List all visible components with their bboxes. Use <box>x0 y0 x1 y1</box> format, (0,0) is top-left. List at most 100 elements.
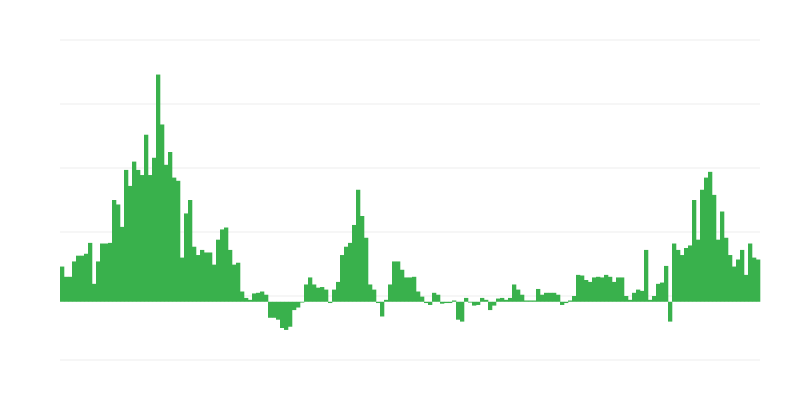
bar <box>320 287 325 302</box>
bar <box>580 275 585 302</box>
bar <box>96 261 101 302</box>
bar <box>112 200 117 302</box>
bar <box>524 300 529 302</box>
bar <box>756 259 761 302</box>
bar <box>592 277 597 302</box>
bar <box>364 237 369 302</box>
bar <box>460 301 465 322</box>
bar <box>728 255 733 302</box>
bar <box>532 300 537 302</box>
bar <box>624 296 629 302</box>
bar <box>432 292 437 302</box>
bar <box>160 124 165 302</box>
bar <box>640 290 645 302</box>
bar <box>668 301 673 322</box>
bar <box>500 297 505 302</box>
bar <box>736 259 741 302</box>
bar <box>268 301 273 318</box>
bar <box>328 301 333 304</box>
bar <box>144 134 149 302</box>
bar <box>296 301 301 308</box>
bar <box>176 180 181 302</box>
bar <box>84 253 89 302</box>
bar <box>76 255 81 302</box>
bar <box>212 264 217 302</box>
bar <box>484 299 489 302</box>
bar <box>412 276 417 302</box>
bar <box>260 291 265 302</box>
bar <box>464 297 469 302</box>
bar <box>568 300 573 302</box>
bar <box>380 301 385 317</box>
bar <box>404 277 409 302</box>
bar <box>556 294 561 302</box>
bar <box>92 283 97 302</box>
bar <box>740 249 745 302</box>
bar <box>508 297 513 302</box>
bar <box>204 252 209 302</box>
bar <box>724 237 729 302</box>
bar <box>316 287 321 302</box>
bar <box>140 175 145 302</box>
bar <box>256 292 261 302</box>
bar <box>232 264 237 302</box>
bar <box>240 291 245 302</box>
bar <box>560 301 565 305</box>
bar <box>336 281 341 302</box>
bar <box>512 284 517 302</box>
bar <box>376 301 381 304</box>
bar <box>312 284 317 302</box>
bar <box>616 277 621 302</box>
bar <box>632 292 637 302</box>
bar <box>388 284 393 302</box>
bar <box>648 299 653 302</box>
bar <box>548 292 553 302</box>
bar <box>448 301 453 304</box>
bar <box>476 301 481 305</box>
bar <box>216 239 221 302</box>
bar <box>288 301 293 327</box>
bar <box>224 227 229 302</box>
bar <box>324 289 329 302</box>
bar <box>384 299 389 302</box>
bar <box>600 277 605 302</box>
bar <box>228 249 233 302</box>
bar <box>276 301 281 320</box>
bar <box>292 301 297 311</box>
bar <box>516 289 521 302</box>
bar <box>72 261 77 302</box>
bar <box>472 301 477 306</box>
bar <box>192 246 197 302</box>
bar <box>744 274 749 302</box>
bar <box>628 299 633 302</box>
bar <box>656 283 661 302</box>
bar <box>444 301 449 304</box>
bar <box>332 289 337 302</box>
bar <box>424 301 429 304</box>
bar <box>132 161 137 302</box>
bar <box>720 211 725 302</box>
bar <box>572 296 577 302</box>
bar <box>700 189 705 302</box>
bar <box>136 169 141 302</box>
bar <box>688 245 693 302</box>
bar <box>644 249 649 302</box>
bar <box>360 216 365 302</box>
bar <box>732 266 737 302</box>
bar <box>148 175 153 302</box>
bar <box>752 257 757 302</box>
bar <box>440 301 445 304</box>
bar <box>252 293 257 302</box>
bar <box>348 242 353 302</box>
bar <box>308 277 313 302</box>
bar <box>172 177 177 302</box>
bar <box>128 185 133 302</box>
bar <box>604 274 609 302</box>
bar <box>540 294 545 302</box>
bar <box>684 248 689 302</box>
bar <box>152 157 157 302</box>
bar <box>692 200 697 302</box>
bar <box>468 301 473 303</box>
bar <box>248 299 253 302</box>
bar <box>676 249 681 302</box>
